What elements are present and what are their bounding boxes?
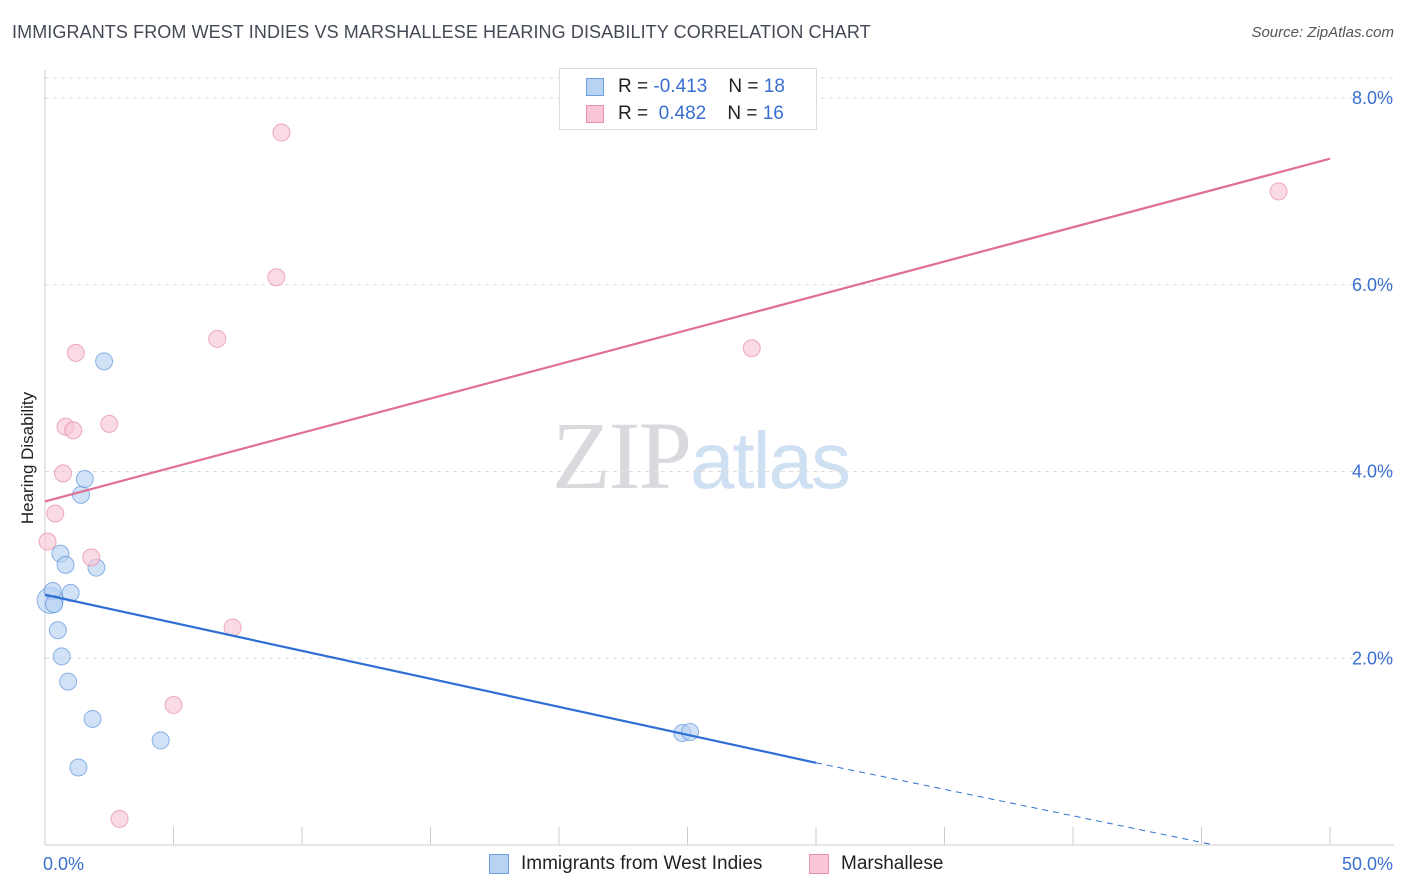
watermark-atlas: atlas xyxy=(690,416,851,505)
west-indies-legend-label: Immigrants from West Indies xyxy=(521,853,763,874)
west-indies-point xyxy=(52,647,71,666)
chart-source: Source: ZipAtlas.com xyxy=(1251,24,1394,41)
n-value: 18 xyxy=(763,76,785,97)
marshallese-point xyxy=(208,329,227,348)
r-label: R = xyxy=(618,76,649,97)
marshallese-point xyxy=(82,548,101,567)
west-indies-stats: R = -0.413 N = 18 xyxy=(618,76,785,98)
west-indies-legend-swatch xyxy=(489,854,509,874)
marshallese-point xyxy=(164,695,183,714)
y-tick-label: 8.0% xyxy=(1352,88,1393,108)
west-indies-point xyxy=(83,709,102,728)
west-indies-point xyxy=(151,731,170,750)
marshallese-legend-swatch xyxy=(809,854,829,874)
x-tick-label: 50.0% xyxy=(1342,854,1393,874)
y-tick-label: 6.0% xyxy=(1352,275,1393,295)
y-tick-label: 4.0% xyxy=(1352,462,1393,482)
watermark-zip: ZIP xyxy=(552,402,692,509)
west-indies-point xyxy=(48,621,67,640)
n-value: 16 xyxy=(762,103,784,124)
west-indies-point xyxy=(71,485,90,504)
marshallese-point xyxy=(272,123,291,142)
marshallese-point xyxy=(53,464,72,483)
watermark: ZIPatlas xyxy=(552,400,851,511)
n-label: N = xyxy=(727,103,758,124)
y-tick-label: 2.0% xyxy=(1352,648,1393,668)
west-indies-trend-extension xyxy=(815,762,1215,846)
marshallese-trend-line xyxy=(44,157,1331,503)
west-indies-point xyxy=(75,469,94,488)
r-value: 0.482 xyxy=(658,103,707,124)
marshallese-point xyxy=(46,504,65,523)
west-indies-point xyxy=(69,758,88,777)
marshallese-point xyxy=(66,343,85,362)
marshallese-point xyxy=(110,809,129,828)
marshallese-point xyxy=(742,339,761,358)
marshallese-legend-label: Marshallese xyxy=(841,853,944,874)
west-indies-point xyxy=(59,672,78,691)
marshallese-point xyxy=(64,421,83,440)
marshallese-point xyxy=(100,414,119,433)
west-indies-point xyxy=(95,352,114,371)
marshallese-point xyxy=(267,268,286,287)
chart-title: IMMIGRANTS FROM WEST INDIES VS MARSHALLE… xyxy=(12,22,871,42)
n-label: N = xyxy=(728,76,759,97)
marshallese-point xyxy=(1269,182,1288,201)
west-indies-point xyxy=(681,723,700,742)
x-tick-label: 0.0% xyxy=(43,854,84,874)
west-indies-point xyxy=(56,555,75,574)
marshallese-swatch xyxy=(586,105,604,123)
stats-legend: R = -0.413 N = 18 R = 0.482 N = 16 xyxy=(559,68,817,130)
west-indies-trend-line xyxy=(44,593,817,764)
r-label: R = xyxy=(618,103,649,124)
r-value: -0.413 xyxy=(653,76,708,97)
west-indies-swatch xyxy=(586,78,604,96)
marshallese-stats: R = 0.482 N = 16 xyxy=(618,103,784,125)
marshallese-point xyxy=(38,532,57,551)
